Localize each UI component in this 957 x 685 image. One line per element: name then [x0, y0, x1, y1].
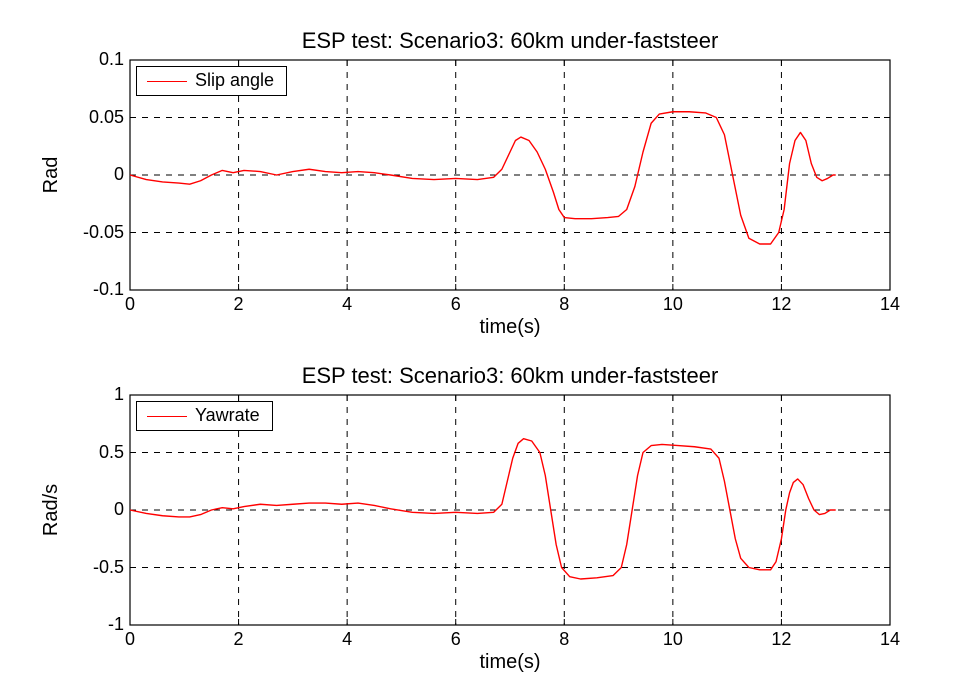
chart1-title: ESP test: Scenario3: 60km under-faststee…	[130, 28, 890, 54]
chart2-ytick-label: -1	[108, 614, 124, 635]
chart2-plot	[0, 0, 957, 685]
chart1-ytick-label: -0.05	[83, 222, 124, 243]
chart1-xtick-label: 2	[219, 294, 259, 315]
chart1-xlabel: time(s)	[130, 316, 890, 339]
chart2-legend-line	[147, 416, 187, 417]
chart2-xlabel: time(s)	[130, 651, 890, 674]
chart2-ytick-label: -0.5	[93, 557, 124, 578]
chart1-ytick-label: 0.1	[99, 49, 124, 70]
chart2-series-line	[130, 439, 836, 579]
chart1-ytick-label: 0	[114, 164, 124, 185]
chart2-ytick-label: 1	[114, 384, 124, 405]
chart2-ytick-label: 0	[114, 499, 124, 520]
chart1-xtick-label: 8	[544, 294, 584, 315]
chart2-xtick-label: 14	[870, 629, 910, 650]
chart2-xtick-label: 8	[544, 629, 584, 650]
chart1-xtick-label: 14	[870, 294, 910, 315]
chart1-ytick-label: 0.05	[89, 107, 124, 128]
chart1-xtick-label: 6	[436, 294, 476, 315]
chart2-ytick-label: 0.5	[99, 442, 124, 463]
chart2-legend: Yawrate	[136, 401, 273, 431]
chart2-xtick-label: 4	[327, 629, 367, 650]
chart1-legend-line	[147, 81, 187, 82]
chart1-xtick-label: 4	[327, 294, 367, 315]
chart1-plot	[0, 0, 957, 685]
chart2-title: ESP test: Scenario3: 60km under-faststee…	[130, 363, 890, 389]
chart2-xtick-label: 10	[653, 629, 693, 650]
chart1-legend: Slip angle	[136, 66, 287, 96]
chart2-xtick-label: 12	[761, 629, 801, 650]
chart1-xtick-label: 12	[761, 294, 801, 315]
chart1-series-line	[130, 112, 836, 244]
chart2-ylabel: Rad/s	[40, 395, 63, 625]
chart1-legend-label: Slip angle	[195, 70, 274, 91]
chart2-xtick-label: 6	[436, 629, 476, 650]
figure: ESP test: Scenario3: 60km under-faststee…	[0, 0, 957, 685]
chart2-xtick-label: 2	[219, 629, 259, 650]
chart2-legend-label: Yawrate	[195, 405, 260, 426]
chart1-xtick-label: 10	[653, 294, 693, 315]
chart1-ylabel: Rad	[40, 60, 63, 290]
chart1-ytick-label: -0.1	[93, 279, 124, 300]
